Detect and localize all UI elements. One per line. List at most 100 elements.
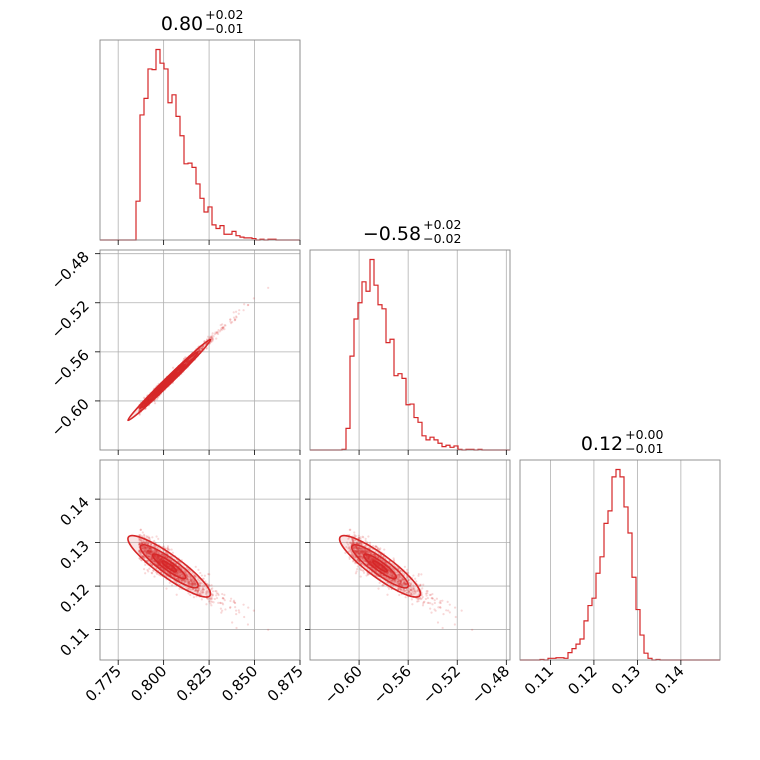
sample-point xyxy=(142,541,145,544)
sample-point xyxy=(397,582,400,585)
sample-point xyxy=(147,549,150,552)
sample-point xyxy=(165,563,168,566)
sample-point xyxy=(219,328,223,331)
sample-point xyxy=(190,583,194,586)
sample-point xyxy=(144,545,148,549)
sample-point xyxy=(354,550,357,553)
sample-point xyxy=(356,558,359,561)
sample-point xyxy=(357,559,360,563)
sample-point xyxy=(229,318,232,321)
sample-point xyxy=(157,556,160,560)
sample-point xyxy=(141,546,144,549)
sample-point xyxy=(396,573,399,577)
sample-point xyxy=(155,556,158,559)
sample-point xyxy=(199,584,202,588)
sample-point xyxy=(159,558,162,562)
sample-point xyxy=(152,544,155,548)
sample-point xyxy=(410,592,413,596)
sample-point xyxy=(176,568,179,571)
scatter-points-2-1 xyxy=(338,528,474,631)
sample-point xyxy=(193,581,197,584)
sample-point xyxy=(362,550,366,553)
sample-point xyxy=(365,554,368,557)
scatter-points-1-0 xyxy=(127,286,270,422)
sample-point xyxy=(148,550,151,553)
sample-point xyxy=(199,581,202,585)
sample-point xyxy=(138,549,141,552)
sample-point xyxy=(369,560,372,563)
sample-point xyxy=(153,555,157,558)
sample-point xyxy=(356,552,359,555)
sample-point xyxy=(373,569,377,572)
sample-point xyxy=(147,547,150,550)
sample-point xyxy=(357,537,360,540)
sample-point xyxy=(149,550,152,553)
sample-point xyxy=(154,549,157,553)
sample-point xyxy=(167,557,170,560)
hist-panel-1 xyxy=(309,249,511,451)
sample-point xyxy=(148,536,151,540)
sample-point xyxy=(154,555,157,559)
sample-point xyxy=(147,555,151,558)
sample-point xyxy=(397,573,400,576)
sample-point xyxy=(407,590,411,593)
sample-point xyxy=(368,560,372,563)
sample-point xyxy=(158,556,161,560)
sample-point xyxy=(199,571,202,575)
sample-point xyxy=(396,588,400,591)
sample-point xyxy=(360,552,363,555)
sample-point xyxy=(150,396,153,399)
sample-point xyxy=(368,555,371,558)
sample-point xyxy=(439,605,442,609)
sample-point xyxy=(149,551,152,554)
sample-point xyxy=(145,549,148,552)
sample-point xyxy=(156,555,159,558)
sample-point xyxy=(397,580,400,583)
sample-point xyxy=(159,558,162,561)
sample-point xyxy=(147,549,150,552)
sample-point xyxy=(178,574,181,577)
sample-point xyxy=(139,533,142,537)
sample-point xyxy=(147,555,150,558)
sample-point xyxy=(187,592,190,595)
sample-point xyxy=(211,590,215,593)
sample-point xyxy=(362,549,365,553)
sample-point xyxy=(366,554,369,557)
sample-point xyxy=(381,567,384,570)
sample-point xyxy=(238,309,241,312)
sample-point xyxy=(145,552,149,555)
sample-point xyxy=(431,603,434,606)
sample-point xyxy=(180,578,183,581)
sample-point xyxy=(372,544,375,548)
sample-point xyxy=(355,546,358,550)
sample-point xyxy=(143,541,147,544)
sample-point xyxy=(367,551,370,554)
sample-point xyxy=(222,326,225,329)
sample-point xyxy=(359,552,362,555)
sample-point xyxy=(143,534,146,537)
sample-point xyxy=(406,588,409,592)
sample-point xyxy=(353,539,357,542)
sample-point xyxy=(209,335,212,338)
sample-point xyxy=(460,609,463,612)
sample-point xyxy=(156,555,159,558)
sample-point xyxy=(363,549,366,552)
sample-point xyxy=(354,546,357,549)
sample-point xyxy=(149,552,152,556)
sample-point xyxy=(157,558,160,561)
sample-point xyxy=(393,579,397,583)
sample-point xyxy=(372,557,375,561)
sample-point xyxy=(381,567,384,570)
sample-point xyxy=(247,303,250,307)
sample-point xyxy=(138,550,141,553)
sample-point xyxy=(138,551,141,555)
sample-point xyxy=(143,550,147,553)
sample-point xyxy=(143,541,146,544)
sample-point xyxy=(232,600,235,603)
sample-point xyxy=(359,568,362,572)
sample-point xyxy=(212,601,215,604)
sample-point xyxy=(445,609,448,612)
density-contour xyxy=(363,553,398,580)
sample-point xyxy=(207,572,210,576)
sample-point xyxy=(252,297,255,300)
